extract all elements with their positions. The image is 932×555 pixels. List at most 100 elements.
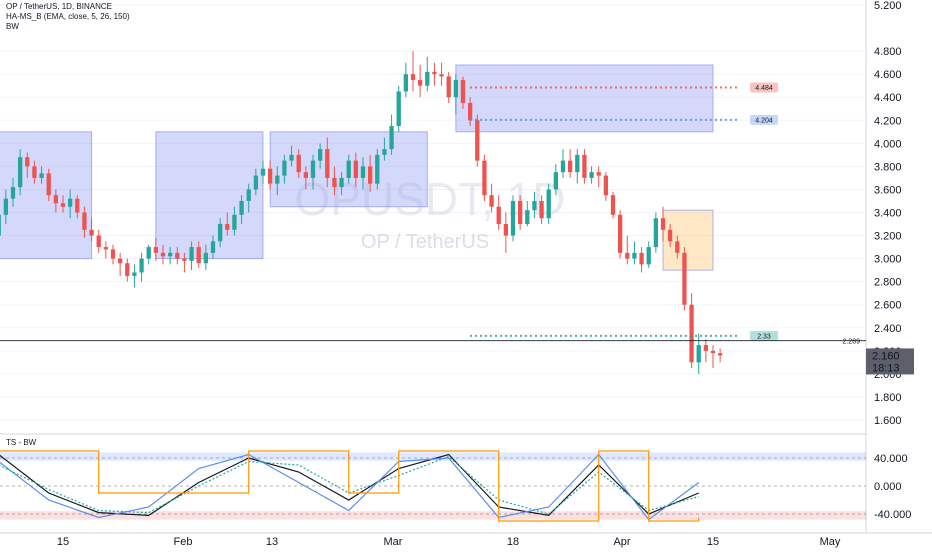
price-level-label-1: 4.204	[755, 117, 773, 124]
candle-body	[403, 74, 408, 92]
candle-body	[353, 160, 358, 178]
candle-body	[46, 173, 51, 196]
candle-body	[668, 229, 673, 242]
candle-body	[639, 252, 644, 265]
candle-body	[625, 252, 630, 259]
zone-box-0	[0, 131, 93, 260]
candle-body	[139, 258, 144, 273]
candle-body	[418, 79, 423, 86]
osc-upper-band	[0, 452, 866, 461]
candle-body	[389, 126, 394, 150]
candle-body	[218, 224, 223, 242]
price-axis-label: 2.400	[874, 323, 902, 335]
candle-body	[460, 79, 466, 103]
price-axis-label: 5.200	[874, 0, 902, 12]
candle-body	[446, 76, 451, 98]
candle-body	[410, 74, 416, 80]
time-axis-label: Mar	[384, 536, 403, 548]
candle-body	[346, 160, 351, 178]
candle-body	[718, 353, 723, 356]
candle-body	[246, 189, 251, 201]
last-price-countdown: 18:13	[872, 362, 900, 374]
price-axis-label: 4.200	[874, 115, 902, 127]
candle-body	[632, 252, 637, 259]
candle-body	[175, 252, 180, 259]
candle-body	[396, 91, 401, 127]
candle-body	[225, 224, 230, 230]
candle-body	[339, 177, 344, 188]
price-axis-label: 1.600	[874, 415, 902, 427]
candle-body	[589, 172, 594, 178]
candle-body	[468, 102, 473, 121]
candle-body	[210, 241, 216, 253]
candle-body	[368, 166, 373, 184]
candle-body	[525, 210, 530, 225]
candle-body	[660, 218, 666, 230]
candle-body	[3, 198, 8, 215]
candle-body	[432, 71, 437, 75]
candle-body	[289, 154, 294, 161]
chart-header-line2: HA-MS_B (EMA, close, 5, 26, 150)	[6, 12, 130, 21]
price-axis-label: 3.200	[874, 231, 902, 243]
candle-body	[189, 247, 194, 261]
candle-body	[196, 247, 201, 264]
candle-body	[132, 272, 137, 276]
candle-body	[182, 258, 187, 261]
candle-body	[39, 173, 44, 178]
candle-body	[96, 235, 101, 248]
candle-body	[318, 149, 323, 161]
zone-box-3	[455, 64, 714, 133]
time-axis-label: May	[820, 536, 841, 548]
candle-body	[60, 203, 66, 207]
price-level-label-3: 2.289	[842, 339, 860, 346]
candle-body	[203, 252, 208, 264]
candle-body	[675, 241, 680, 253]
candle-body	[89, 229, 94, 236]
osc-lower-band	[0, 511, 866, 520]
candle-body	[496, 206, 501, 225]
osc-axis-label: 0.000	[874, 481, 902, 493]
candle-body	[10, 187, 16, 199]
price-level-tag-0	[750, 82, 778, 93]
price-axis-label: 3.400	[874, 208, 902, 220]
candle-body	[239, 200, 244, 215]
candle-body	[689, 304, 694, 363]
candle-body	[260, 168, 266, 176]
candle-body	[568, 160, 573, 173]
candle-body	[282, 160, 287, 176]
candle-body	[103, 247, 108, 250]
last-price-value: 2.160	[872, 350, 900, 362]
candle-body	[296, 154, 301, 173]
candle-body	[82, 212, 87, 230]
price-axis-label: 4.800	[874, 46, 902, 58]
candle-body	[532, 200, 537, 211]
candle-body	[475, 120, 480, 161]
osc-axis-label: -40.000	[874, 509, 911, 521]
time-axis-label: 13	[266, 536, 278, 548]
candle-body	[546, 189, 551, 219]
candle-body	[375, 154, 380, 184]
price-axis-label: 4.600	[874, 69, 902, 81]
candle-body	[253, 175, 258, 190]
candle-body	[703, 345, 708, 351]
price-level-tag-1	[750, 114, 778, 125]
candle-body	[503, 224, 508, 236]
candle-body	[603, 175, 608, 196]
candle-body	[146, 247, 151, 259]
candle-body	[25, 157, 30, 167]
chart-header-line3: BW	[6, 22, 19, 31]
price-axis-label: 2.800	[874, 277, 902, 289]
candle-body	[439, 74, 444, 77]
price-axis-label: 4.400	[874, 92, 902, 104]
candle-body	[125, 263, 130, 276]
candle-body	[168, 252, 173, 257]
candle-body	[110, 249, 116, 259]
candle-body	[518, 200, 523, 225]
price-axis-label: 1.800	[874, 392, 902, 404]
candle-body	[303, 172, 308, 178]
time-axis-label: Apr	[613, 536, 630, 548]
price-axis-label: 4.000	[874, 138, 902, 150]
lower-panel-title: TS - BW	[6, 438, 37, 447]
candle-body	[18, 157, 23, 188]
